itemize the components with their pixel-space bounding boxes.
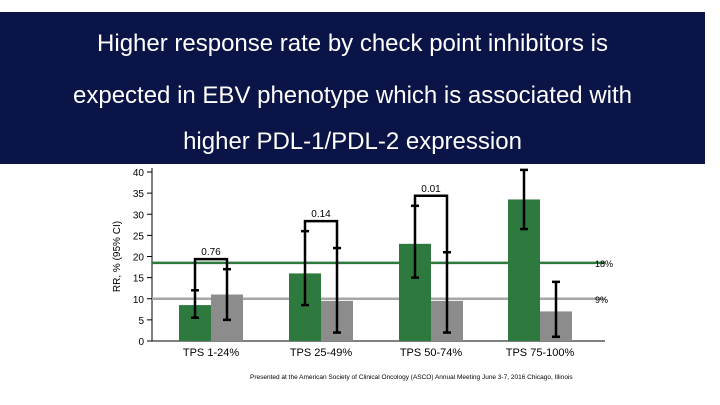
y-tick-label: 35: [133, 189, 145, 200]
reference-line-label: 18%: [595, 259, 613, 269]
p-value-bracket: [303, 219, 339, 249]
p-value-bracket: [193, 257, 229, 291]
y-tick-label: 15: [133, 274, 145, 285]
x-category-label: TPS 1-24%: [183, 347, 239, 359]
p-value-label: 0.01: [421, 184, 441, 195]
x-category-label: TPS 50-74%: [400, 347, 463, 359]
y-axis-label: RR, % (95% CI): [112, 221, 123, 292]
y-tick-label: 20: [133, 253, 145, 264]
slide-title-line-3: higher PDL-1/PDL-2 expression: [183, 128, 522, 155]
slide-title-line-1: Higher response rate by check point inhi…: [97, 30, 608, 57]
y-tick-label: 30: [133, 210, 145, 221]
slide-title-line-2: expected in EBV phenotype which is assoc…: [73, 82, 632, 109]
y-tick-label: 10: [133, 295, 145, 306]
y-tick-label: 25: [133, 231, 145, 242]
title-banner: [0, 12, 705, 164]
y-tick-label: 40: [133, 168, 145, 179]
y-tick-label: 0: [138, 337, 144, 348]
x-category-label: TPS 25-49%: [290, 347, 353, 359]
p-value-bracket: [413, 194, 449, 253]
reference-line-label: 9%: [595, 295, 608, 305]
y-tick-label: 5: [138, 316, 144, 327]
p-value-label: 0.76: [201, 247, 221, 258]
footnote: Presented at the American Society of Cli…: [250, 374, 573, 381]
x-category-label: TPS 75-100%: [506, 347, 575, 359]
p-value-label: 0.14: [311, 209, 331, 220]
